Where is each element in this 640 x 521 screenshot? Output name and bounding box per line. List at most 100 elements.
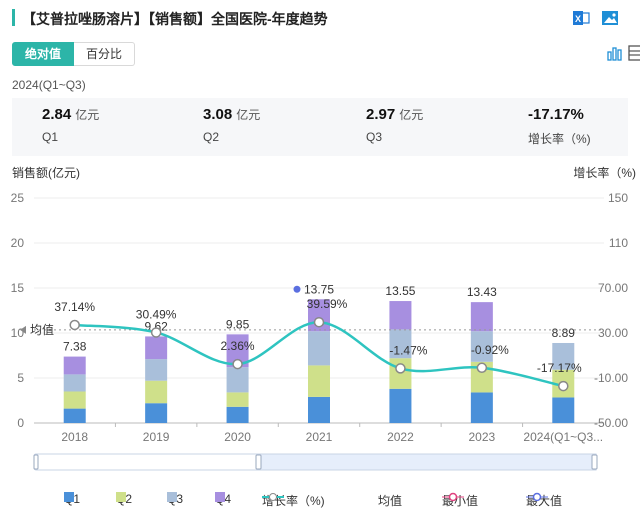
y2-tick-label: 110 — [609, 236, 628, 250]
kpi-label: Q1 — [42, 130, 59, 144]
bar-q1[interactable] — [63, 408, 86, 423]
bar-q3[interactable] — [145, 359, 168, 381]
chart-title: 【艾普拉唑肠溶片】【销售额】全国医院-年度趋势 — [22, 11, 328, 27]
kpi-growth: -17.17% 增长率（%) — [528, 106, 591, 147]
bar-q3[interactable] — [470, 331, 493, 362]
legend-line-icon — [378, 496, 400, 498]
kpi-label: 增长率（%) — [528, 132, 591, 146]
growth-label: -1.47% — [389, 343, 427, 357]
bar-q1[interactable] — [470, 392, 493, 423]
kpi-value: 3.08 — [203, 106, 233, 123]
growth-label: 2.36% — [221, 339, 255, 353]
legend-item[interactable]: 增长率（%) — [262, 492, 325, 509]
growth-label: 39.59% — [307, 297, 348, 311]
table-icon[interactable] — [628, 44, 640, 62]
bar-total-label: 13.43 — [467, 285, 497, 299]
x-tick-label: 2021 — [306, 430, 333, 444]
kpi-unit: 亿元 — [236, 108, 261, 122]
bar-q4[interactable] — [63, 356, 86, 375]
excel-export-icon[interactable]: X — [572, 9, 590, 27]
bar-q3[interactable] — [226, 367, 249, 393]
tab-absolute[interactable]: 绝对值 — [12, 42, 75, 66]
period-label: 2024(Q1~Q3) — [12, 78, 86, 92]
bar-q2[interactable] — [145, 380, 168, 404]
growth-point[interactable] — [558, 380, 569, 392]
bar-q3[interactable] — [552, 342, 575, 370]
kpi-label: Q2 — [203, 130, 220, 144]
legend-swatch — [215, 492, 225, 502]
legend-item[interactable]: Q3 — [167, 492, 183, 506]
kpi-value: -17.17% — [528, 106, 584, 123]
bar-total-label: 13.55 — [385, 284, 415, 298]
bar-total-label: 8.89 — [552, 326, 576, 340]
zoom-handle-right[interactable] — [591, 454, 598, 470]
legend-item[interactable]: 最大值 — [526, 492, 562, 509]
bar-q4[interactable] — [226, 334, 249, 368]
bar-q1[interactable] — [552, 397, 575, 423]
kpi-unit: 亿元 — [399, 108, 424, 122]
growth-label: -17.17% — [537, 361, 582, 375]
legend-item[interactable]: Q1 — [64, 492, 80, 506]
kpi-value: 2.97 — [366, 106, 396, 123]
bar-total-label: 13.75 — [304, 282, 334, 296]
legend-swatch — [116, 492, 126, 502]
x-tick-label: 2024(Q1~Q3... — [523, 430, 603, 444]
legend-item[interactable]: Q2 — [116, 492, 132, 506]
kpi-value: 2.84 — [42, 106, 72, 123]
x-tick-label: 2020 — [224, 430, 251, 444]
kpi-unit: 亿元 — [75, 108, 100, 122]
tab-percent[interactable]: 百分比 — [74, 42, 136, 66]
growth-point[interactable] — [150, 327, 162, 338]
y2-axis-title: 增长率（%) — [573, 166, 636, 180]
legend-line-icon — [526, 492, 548, 502]
growth-point[interactable] — [69, 319, 80, 331]
growth-point[interactable] — [476, 362, 488, 374]
bar-chart-icon[interactable] — [606, 44, 624, 62]
image-export-icon[interactable] — [601, 9, 619, 27]
legend-item[interactable]: Q4 — [215, 492, 231, 506]
growth-label: -0.92% — [471, 343, 509, 357]
bar-q2[interactable] — [308, 365, 330, 397]
bar-q1[interactable] — [389, 388, 412, 423]
bar-q3[interactable] — [308, 331, 330, 366]
bar-q1[interactable] — [145, 403, 168, 423]
growth-point[interactable] — [232, 358, 243, 370]
legend-swatch — [64, 492, 74, 502]
zoom-handle-left[interactable] — [255, 454, 262, 470]
bar-q4[interactable] — [145, 336, 168, 360]
bar-q2[interactable] — [226, 392, 249, 407]
bar-q3[interactable] — [389, 329, 412, 359]
bar-q4[interactable] — [470, 302, 493, 332]
y2-tick-label: -10.00 — [594, 371, 628, 385]
zoom-start-handle[interactable] — [33, 454, 39, 470]
bar-q4[interactable] — [389, 301, 412, 330]
y2-tick-label: 150 — [608, 191, 628, 205]
bar-q3[interactable] — [63, 374, 86, 392]
bar-total-label: 9.85 — [226, 317, 250, 331]
legend-item[interactable]: 最小值 — [442, 492, 478, 509]
legend-swatch — [167, 492, 177, 502]
y-tick-label: 0 — [17, 416, 24, 430]
svg-text:X: X — [575, 14, 581, 24]
zoom-window[interactable] — [258, 453, 597, 471]
bar-q1[interactable] — [226, 406, 249, 423]
bar-q1[interactable] — [308, 396, 330, 423]
x-tick-label: 2022 — [387, 430, 414, 444]
kpi-q3: 2.97 亿元 Q3 — [366, 106, 423, 144]
growth-point[interactable] — [313, 316, 325, 328]
y-tick-label: 15 — [11, 281, 25, 295]
growth-point[interactable] — [395, 363, 406, 374]
kpi-q1: 2.84 亿元 Q1 — [42, 106, 99, 144]
max-value-marker[interactable] — [293, 285, 301, 293]
average-arrow-icon — [20, 325, 26, 334]
legend-line-icon — [442, 492, 464, 502]
bar-q2[interactable] — [63, 391, 86, 409]
y2-tick-label: -50.00 — [594, 416, 628, 430]
kpi-summary: 2.84 亿元 Q1 3.08 亿元 Q2 2.97 亿元 Q3 -17.17% 增长… — [12, 98, 628, 156]
y-tick-label: 20 — [11, 236, 25, 250]
y-tick-label: 5 — [17, 371, 24, 385]
legend-item[interactable]: 均值 — [378, 492, 402, 509]
x-tick-label: 2023 — [469, 430, 496, 444]
title-bar: 【艾普拉唑肠溶片】【销售额】全国医院-年度趋势 X — [0, 0, 640, 61]
